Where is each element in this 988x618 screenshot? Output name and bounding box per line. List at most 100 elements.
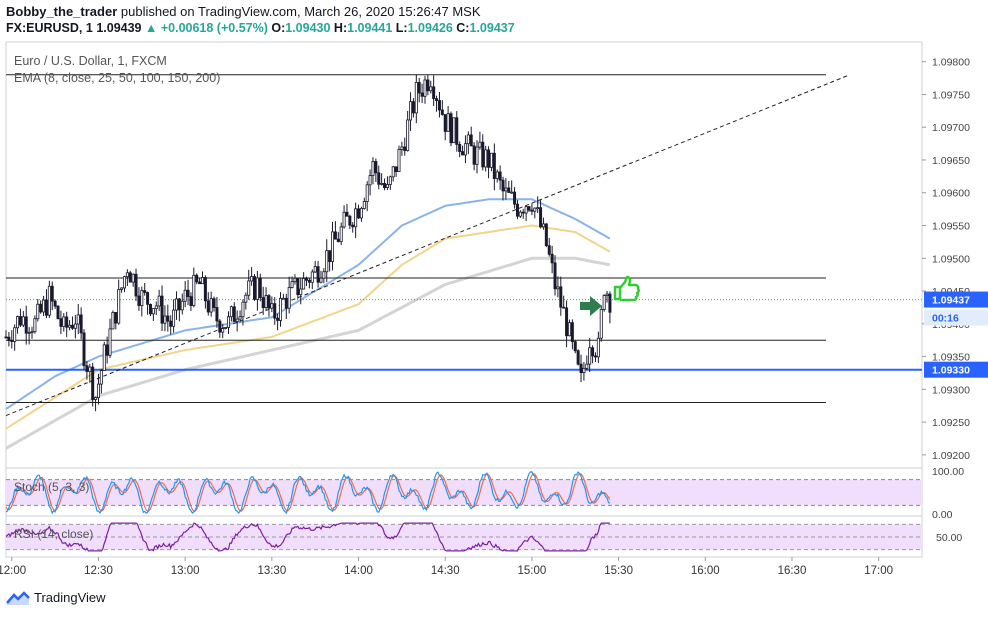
candle-body: [498, 171, 502, 181]
candle-body: [224, 327, 228, 329]
instrument-legend[interactable]: Euro / U.S. Dollar, 1, FXCM: [14, 54, 167, 68]
time-tick-label: 15:00: [518, 565, 547, 577]
candle-body: [484, 149, 488, 168]
candle-body: [333, 231, 337, 240]
rsi-legend[interactable]: RSI (14, close): [14, 527, 93, 541]
candle-body: [319, 277, 323, 283]
last-price: 1.09439: [96, 21, 142, 35]
candle-body: [602, 295, 606, 310]
candle-body: [183, 289, 187, 302]
candle-body: [7, 336, 11, 341]
time-tick-label: 14:00: [344, 565, 373, 577]
candle-body: [33, 318, 37, 333]
candle-body: [65, 316, 69, 328]
time-tick-label: 17:00: [864, 565, 893, 577]
candle-body: [91, 366, 95, 400]
candle-body: [588, 347, 592, 365]
publisher-name[interactable]: Bobby_the_trader: [6, 4, 118, 19]
candle-body: [354, 208, 358, 228]
candle-body: [316, 266, 320, 283]
candle-body: [13, 327, 17, 342]
trend-line[interactable]: [5, 74, 850, 417]
candle-body: [536, 207, 540, 210]
candle-body: [411, 101, 415, 114]
price-tick-label: 1.09500: [932, 253, 970, 265]
candle-body: [244, 294, 248, 303]
up-arrow-icon: ▲: [144, 21, 158, 35]
candle-body: [281, 297, 285, 300]
candle-body: [374, 161, 378, 174]
candle-body: [99, 370, 103, 385]
candle-body: [206, 300, 210, 313]
candle-body: [391, 166, 395, 178]
candle-body: [94, 397, 98, 400]
candle-body: [562, 306, 566, 309]
tradingview-brand[interactable]: TradingView: [34, 590, 106, 605]
countdown-label-bg: [924, 309, 988, 326]
candle-body: [221, 328, 225, 333]
candle-body: [406, 119, 410, 152]
candle-body: [137, 295, 141, 306]
price-tick-label: 1.09750: [932, 89, 970, 101]
price-tick-label: 1.09700: [932, 122, 970, 134]
candle-body: [70, 324, 74, 329]
candle-body: [4, 336, 8, 339]
rsi-pane: [5, 522, 922, 552]
candle-body: [284, 297, 288, 309]
candle-body: [85, 365, 89, 372]
candle-body: [273, 303, 277, 319]
candle-body: [73, 323, 77, 329]
candle-body: [556, 286, 560, 290]
candle-body: [547, 245, 551, 255]
price-tick-label: 1.09350: [932, 352, 970, 364]
candle-body: [293, 277, 297, 283]
candle-body: [169, 320, 173, 327]
candle-body: [417, 82, 421, 94]
candle-body: [596, 337, 600, 358]
open-value: 1.09430: [285, 21, 331, 35]
candle-body: [267, 295, 271, 309]
candle-body: [172, 309, 176, 327]
stoch-legend[interactable]: Stoch (5, 3, 3): [14, 480, 89, 494]
candle-body: [198, 281, 202, 285]
candle-body: [50, 285, 54, 302]
candle-body: [365, 184, 369, 202]
candle-body: [429, 86, 433, 92]
candle-body: [510, 191, 514, 194]
candle-body: [218, 320, 222, 333]
candle-body: [567, 322, 571, 337]
candle-body: [270, 303, 274, 309]
candle-body: [576, 350, 580, 365]
ema-lines: [5, 198, 611, 450]
candle-body: [215, 307, 219, 322]
candle-body: [157, 295, 161, 307]
time-tick-label: 12:30: [84, 565, 113, 577]
candle-body: [59, 318, 63, 327]
candle-body: [47, 285, 51, 316]
candle-body: [403, 146, 407, 152]
arrow-right-icon: [580, 296, 602, 316]
symbol: FX:EURUSD, 1: [6, 21, 93, 35]
high-value: 1.09441: [347, 21, 393, 35]
candle-body: [455, 117, 459, 145]
candle-body: [357, 208, 361, 219]
stoch-d-line: [5, 473, 611, 512]
candle-body: [189, 296, 193, 306]
ema-legend[interactable]: EMA (8, close, 25, 50, 100, 150, 200): [14, 71, 220, 85]
legend: Euro / U.S. Dollar, 1, FXCM EMA (8, clos…: [14, 54, 220, 541]
candle-body: [550, 253, 554, 264]
current-price-label: 1.09437: [932, 295, 970, 307]
chart-canvas[interactable]: 1.09800 1.09750 1.09700 1.09650 1.09600 1.095…: [0, 0, 988, 588]
candle-body: [359, 208, 363, 219]
candle-body: [247, 280, 251, 296]
price-tick-label: 1.09200: [932, 450, 970, 462]
ema-slow-line: [5, 256, 611, 450]
candle-body: [463, 143, 467, 156]
candle-body: [148, 303, 152, 315]
candle-body: [192, 274, 196, 306]
chart-frame: [5, 41, 923, 558]
candle-body: [515, 203, 519, 217]
horizontal-levels[interactable]: [5, 74, 922, 417]
candle-body: [154, 305, 158, 310]
candle-body: [466, 134, 470, 145]
